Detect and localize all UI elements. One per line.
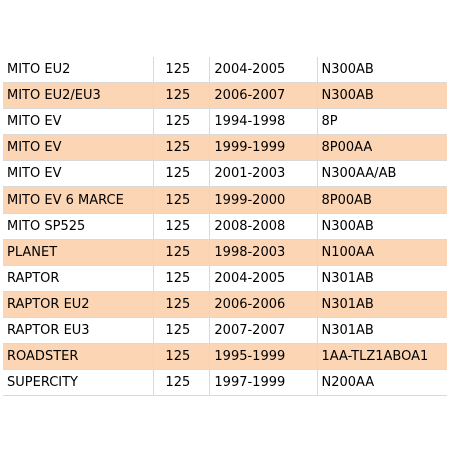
cell-model[interactable]: MITO SP525 xyxy=(3,213,155,240)
cell-model[interactable]: MITO EU2 xyxy=(3,57,155,84)
table-row[interactable]: MITO EU2/EU3 125 2006-2007 N300AB xyxy=(3,82,447,110)
cell-cc[interactable]: 125 xyxy=(153,265,211,292)
cell-cc[interactable]: 125 xyxy=(153,160,211,188)
cell-code[interactable]: N301AB xyxy=(317,291,447,318)
cell-model[interactable]: MITO EV xyxy=(3,160,155,188)
table-row[interactable]: MITO EV 125 2001-2003 N300AA/AB xyxy=(3,160,447,188)
table-row[interactable]: MITO EU2 125 2004-2005 N300AB xyxy=(3,57,447,84)
cell-years[interactable]: 2007-2007 xyxy=(209,317,318,345)
cell-code[interactable]: N300AB xyxy=(317,57,447,84)
cell-model[interactable]: PLANET xyxy=(3,239,155,266)
table-body: MITO EU2 125 2004-2005 N300AB MITO EU2/E… xyxy=(3,57,447,397)
cell-years[interactable]: 1999-2000 xyxy=(209,186,318,214)
cell-cc[interactable]: 125 xyxy=(153,213,211,240)
cell-model[interactable]: MITO EU2/EU3 xyxy=(3,82,155,110)
cell-code[interactable]: N300AB xyxy=(317,82,447,110)
cell-years[interactable]: 2004-2005 xyxy=(209,265,318,292)
cell-code[interactable]: 8P xyxy=(317,108,447,136)
table-row[interactable]: RAPTOR 125 2004-2005 N301AB xyxy=(3,265,447,292)
cell-years[interactable]: 2004-2005 xyxy=(209,57,318,84)
cell-cc[interactable]: 125 xyxy=(153,343,211,371)
table-row[interactable]: PLANET 125 1998-2003 N100AA xyxy=(3,239,447,266)
cell-years[interactable]: 2001-2003 xyxy=(209,160,318,188)
cell-cc[interactable]: 125 xyxy=(153,134,211,162)
cell-code[interactable]: N301AB xyxy=(317,265,447,292)
cell-years[interactable]: 1998-2003 xyxy=(209,239,318,266)
cell-code[interactable]: N301AB xyxy=(317,317,447,345)
cell-years[interactable]: 2006-2006 xyxy=(209,291,318,318)
table-row[interactable]: MITO EV 125 1994-1998 8P xyxy=(3,108,447,136)
cell-code[interactable]: 8P00AB xyxy=(317,186,447,214)
data-table: MITO EU2 125 2004-2005 N300AB MITO EU2/E… xyxy=(3,57,447,397)
cell-years[interactable]: 1995-1999 xyxy=(209,343,318,371)
cell-years[interactable]: 1997-1999 xyxy=(209,369,318,397)
cell-model[interactable]: MITO EV xyxy=(3,108,155,136)
cell-cc[interactable]: 125 xyxy=(153,239,211,266)
cell-code[interactable]: N200AA xyxy=(317,369,447,397)
table-row[interactable]: ROADSTER 125 1995-1999 1AA-TLZ1ABOA1 xyxy=(3,343,447,371)
cell-cc[interactable]: 125 xyxy=(153,186,211,214)
cell-years[interactable]: 1994-1998 xyxy=(209,108,318,136)
cell-cc[interactable]: 125 xyxy=(153,291,211,318)
cell-cc[interactable]: 125 xyxy=(153,57,211,84)
cell-model[interactable]: RAPTOR EU3 xyxy=(3,317,155,345)
cell-code[interactable]: N300AA/AB xyxy=(317,160,447,188)
cell-cc[interactable]: 125 xyxy=(153,369,211,397)
cell-cc[interactable]: 125 xyxy=(153,108,211,136)
cell-code[interactable]: 8P00AA xyxy=(317,134,447,162)
cell-cc[interactable]: 125 xyxy=(153,317,211,345)
cell-code[interactable]: 1AA-TLZ1ABOA1 xyxy=(317,343,447,371)
table-row[interactable]: SUPERCITY 125 1997-1999 N200AA xyxy=(3,369,447,397)
cell-code[interactable]: N100AA xyxy=(317,239,447,266)
cell-years[interactable]: 2008-2008 xyxy=(209,213,318,240)
cell-model[interactable]: ROADSTER xyxy=(3,343,155,371)
cell-years[interactable]: 2006-2007 xyxy=(209,82,318,110)
table-row[interactable]: MITO EV 125 1999-1999 8P00AA xyxy=(3,134,447,162)
cell-cc[interactable]: 125 xyxy=(153,82,211,110)
table-row[interactable]: MITO SP525 125 2008-2008 N300AB xyxy=(3,213,447,240)
cell-years[interactable]: 1999-1999 xyxy=(209,134,318,162)
cell-code[interactable]: N300AB xyxy=(317,213,447,240)
table-row[interactable]: RAPTOR EU2 125 2006-2006 N301AB xyxy=(3,291,447,318)
cell-model[interactable]: MITO EV xyxy=(3,134,155,162)
cell-model[interactable]: MITO EV 6 MARCE xyxy=(3,186,155,214)
cell-model[interactable]: RAPTOR xyxy=(3,265,155,292)
cell-model[interactable]: SUPERCITY xyxy=(3,369,155,397)
table-row[interactable]: RAPTOR EU3 125 2007-2007 N301AB xyxy=(3,317,447,345)
cell-model[interactable]: RAPTOR EU2 xyxy=(3,291,155,318)
table-row[interactable]: MITO EV 6 MARCE 125 1999-2000 8P00AB xyxy=(3,186,447,214)
